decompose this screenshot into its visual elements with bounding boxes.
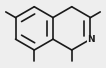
Text: N: N bbox=[87, 35, 94, 44]
